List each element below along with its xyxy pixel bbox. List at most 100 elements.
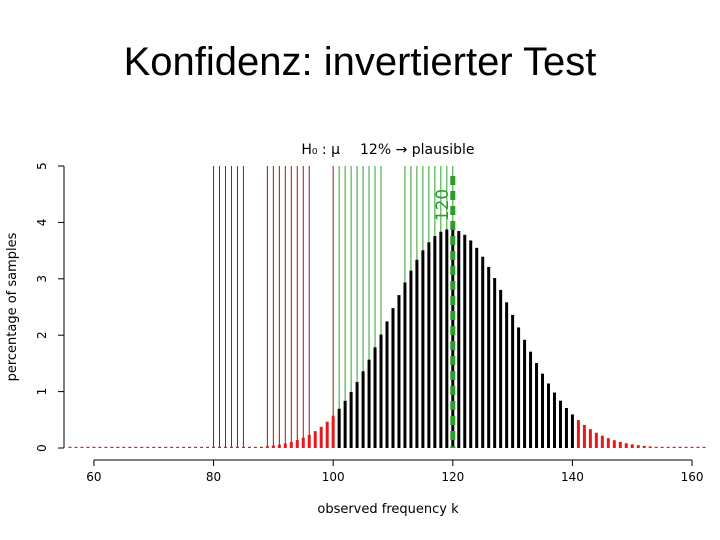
bar-rejected xyxy=(672,446,676,448)
bar-rejected xyxy=(218,446,222,448)
bar-accepted xyxy=(487,266,491,448)
bar-rejected xyxy=(241,446,245,448)
bar-accepted xyxy=(523,339,527,448)
bar-accepted xyxy=(367,359,371,448)
bar-accepted xyxy=(415,259,419,448)
bar-accepted xyxy=(457,231,461,448)
bar-rejected xyxy=(588,429,592,448)
bar-accepted xyxy=(451,229,455,448)
bar-accepted xyxy=(505,302,509,448)
bar-rejected xyxy=(206,446,210,448)
bar-rejected xyxy=(164,446,168,448)
bar-rejected xyxy=(660,446,664,448)
bar-rejected xyxy=(92,446,96,448)
bar-accepted xyxy=(445,229,449,448)
bar-rejected xyxy=(690,446,694,448)
bar-accepted xyxy=(355,382,359,448)
bar-accepted xyxy=(397,295,401,448)
bar-rejected xyxy=(606,438,610,448)
bar-rejected xyxy=(271,445,275,448)
bar-rejected xyxy=(194,446,198,448)
bar-accepted xyxy=(475,247,479,448)
bar-rejected xyxy=(307,434,311,448)
bar-accepted xyxy=(499,289,503,448)
bar-accepted xyxy=(469,240,473,448)
bar-accepted xyxy=(421,250,425,448)
y-tick-label: 5 xyxy=(35,162,49,170)
x-tick-label: 60 xyxy=(86,470,101,484)
bar-rejected xyxy=(188,446,192,448)
bar-rejected xyxy=(325,421,329,448)
bar-rejected xyxy=(582,424,586,448)
bar-accepted xyxy=(409,270,413,448)
mu-label: 120 xyxy=(433,189,453,221)
bar-rejected xyxy=(654,446,658,448)
bar-rejected xyxy=(648,446,652,448)
y-tick-label: 0 xyxy=(35,444,49,452)
bar-rejected xyxy=(182,446,186,448)
y-tick-label: 2 xyxy=(35,331,49,339)
bar-rejected xyxy=(170,446,174,448)
bar-rejected xyxy=(283,443,287,448)
chart-title-text: 12% → plausible xyxy=(360,142,475,158)
bar-accepted xyxy=(343,400,347,448)
x-tick-label: 160 xyxy=(681,470,704,484)
bar-rejected xyxy=(247,446,251,448)
bar-rejected xyxy=(104,446,108,448)
x-tick-label: 120 xyxy=(441,470,464,484)
bar-rejected xyxy=(636,445,640,448)
bar-accepted xyxy=(403,282,407,448)
bar-rejected xyxy=(74,446,78,448)
mu-marker: 120 xyxy=(433,176,456,448)
bar-rejected xyxy=(259,446,263,448)
bar-rejected xyxy=(229,446,233,448)
bar-rejected xyxy=(624,443,628,448)
bar-rejected xyxy=(122,446,126,448)
bar-accepted xyxy=(391,308,395,448)
bar-rejected xyxy=(600,435,604,448)
bar-rejected xyxy=(235,446,239,448)
bar-rejected xyxy=(98,446,102,448)
bar-accepted xyxy=(535,363,539,448)
y-tick-label: 3 xyxy=(35,275,49,283)
bar-rejected xyxy=(158,446,162,448)
bar-rejected xyxy=(86,446,90,448)
axes: 0 1 2 3 4 5 60 80 100 120 140 160 xyxy=(35,162,704,484)
bar-rejected xyxy=(146,446,150,448)
bar-accepted xyxy=(558,400,562,448)
bar-accepted xyxy=(564,408,568,448)
bar-accepted xyxy=(541,373,545,448)
bar-accepted xyxy=(361,371,365,448)
bar-rejected xyxy=(116,446,120,448)
bar-rejected xyxy=(152,446,156,448)
bar-accepted xyxy=(379,334,383,448)
bar-rejected xyxy=(594,432,598,448)
slide-title: Konfidenz: invertierter Test xyxy=(123,40,597,84)
bar-rejected xyxy=(618,441,622,448)
bar-rejected xyxy=(630,444,634,448)
bar-accepted xyxy=(427,242,431,448)
bar-accepted xyxy=(529,351,533,448)
bar-rejected xyxy=(212,446,216,448)
bar-rejected xyxy=(678,446,682,448)
bars xyxy=(68,229,706,448)
bar-accepted xyxy=(337,408,341,448)
y-tick-label: 1 xyxy=(35,388,49,396)
bar-rejected xyxy=(277,444,281,448)
bar-rejected xyxy=(176,446,180,448)
bar-rejected xyxy=(666,446,670,448)
bar-rejected xyxy=(696,446,700,448)
bar-rejected xyxy=(134,446,138,448)
bar-rejected xyxy=(702,446,706,448)
x-axis-label: observed frequency k xyxy=(317,502,459,517)
bar-rejected xyxy=(265,446,269,448)
bar-rejected xyxy=(224,446,227,448)
chart-title: H₀ : μ 12% → plausible xyxy=(301,142,474,158)
bar-rejected xyxy=(110,446,114,448)
bar-rejected xyxy=(319,426,323,448)
bar-accepted xyxy=(439,231,443,448)
y-tick-label: 4 xyxy=(35,219,49,227)
bar-accepted xyxy=(481,256,485,448)
bar-accepted xyxy=(552,392,556,448)
